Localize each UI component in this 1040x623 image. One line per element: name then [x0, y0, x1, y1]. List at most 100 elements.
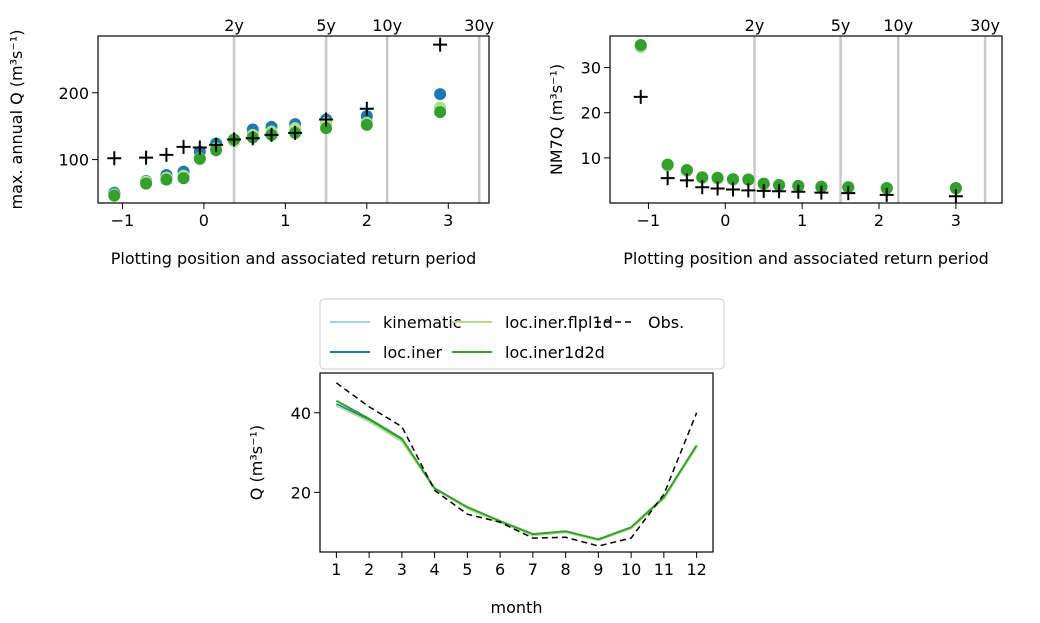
data-point-loc-iner1d2d [193, 152, 206, 165]
y-tick-label: 100 [58, 151, 89, 170]
data-point-obs [176, 139, 191, 154]
x-tick-label: −1 [637, 211, 661, 230]
return-period-label: 5y [831, 16, 851, 35]
legend-label: loc.iner [383, 343, 443, 362]
data-point-loc-iner [434, 88, 447, 101]
x-tick-label: 1 [797, 211, 807, 230]
legend-label: kinematic [383, 313, 462, 332]
data-point-obs [756, 183, 771, 198]
x-tick-label: 5 [462, 560, 472, 579]
legend-box [319, 298, 725, 370]
data-point-obs [319, 112, 334, 127]
data-point-loc-iner1d2d [108, 189, 121, 202]
y-tick-label: 30 [581, 59, 601, 78]
data-point-obs [879, 187, 894, 202]
panel-max-annual-q: 2y 5y 10y 30y −1 0 1 2 3 100 200 max. annual Q (m… [7, 16, 494, 268]
y-tick-label: 40 [291, 404, 311, 423]
y-tick-label: 10 [581, 149, 601, 168]
data-point-obs [433, 37, 448, 52]
return-period-label: 10y [883, 16, 913, 35]
x-tick-label: 0 [720, 211, 730, 230]
data-point-obs [695, 180, 710, 195]
data-point-loc-iner1d2d [696, 171, 709, 184]
y-tick-label: 20 [581, 104, 601, 123]
data-point-obs [107, 151, 122, 166]
panel-nm7q: 2y 5y 10y 30y −1 0 1 2 3 10 20 30 NM7Q (m³s⁻¹) Plo… [547, 16, 1003, 268]
series-line-kinematic [335, 403, 698, 542]
data-point-obs [288, 125, 303, 140]
x-tick-label: 7 [528, 560, 538, 579]
plot-frame [609, 35, 1003, 204]
data-point-obs [245, 131, 260, 146]
data-point-obs [264, 127, 279, 142]
x-tick-label: 1 [331, 560, 341, 579]
legend-label: Obs. [648, 313, 684, 332]
x-tick-label: 12 [686, 560, 706, 579]
return-period-label: 10y [372, 16, 402, 35]
data-point-obs [791, 184, 806, 199]
data-point-obs [159, 147, 174, 162]
data-point-loc-iner1d2d [177, 172, 190, 185]
x-tick-label: 8 [561, 560, 571, 579]
data-point-obs [841, 186, 856, 201]
x-tick-label: 10 [621, 560, 641, 579]
y-tick-label: 20 [291, 483, 311, 502]
legend-label: loc.iner1d2d [505, 343, 605, 362]
data-point-loc-iner1d2d [661, 158, 674, 171]
data-point-obs [139, 150, 154, 165]
x-tick-label: 2 [874, 211, 884, 230]
series-line-Obs- [335, 382, 698, 547]
data-point-loc-iner1d2d [320, 122, 333, 135]
x-tick-label: 2 [364, 560, 374, 579]
y-tick-label: 200 [58, 84, 89, 103]
x-tick-label: 11 [654, 560, 674, 579]
data-point-loc-iner1d2d [140, 177, 153, 190]
return-period-label: 2y [224, 16, 244, 35]
data-point-obs [741, 183, 756, 198]
y-axis-label: max. annual Q (m³s⁻¹) [7, 30, 26, 210]
data-point-loc-iner1d2d [711, 171, 724, 184]
data-point-obs [725, 182, 740, 197]
data-point-loc-iner1d2d [160, 173, 173, 186]
y-axis-label: Q (m³s⁻¹) [247, 425, 266, 500]
legend: kinematic loc.iner loc.iner.flpl1d loc.iner… [319, 298, 725, 370]
x-tick-label: 4 [430, 560, 440, 579]
data-point-obs [814, 185, 829, 200]
plot-frame [97, 35, 490, 204]
data-point-loc-iner1d2d [949, 182, 962, 195]
data-point-loc-iner1d2d [434, 106, 447, 119]
data-point-loc-iner1d2d [634, 39, 647, 52]
plot-frame [319, 372, 714, 553]
x-tick-label: 3 [397, 560, 407, 579]
x-tick-label: 2 [362, 211, 372, 230]
legend-label: loc.iner.flpl1d [505, 313, 613, 332]
data-point-obs [948, 189, 963, 204]
data-point-obs [772, 184, 787, 199]
data-point-obs [192, 140, 207, 155]
data-point-obs [679, 173, 694, 188]
x-axis-label: Plotting position and associated return … [111, 249, 477, 268]
data-point-loc-iner1d2d [742, 173, 755, 186]
data-point-obs [660, 171, 675, 186]
x-axis-label: month [491, 598, 543, 617]
return-period-label: 30y [970, 16, 1000, 35]
series-line-loc-iner-flpl1d [335, 404, 698, 542]
x-tick-label: 6 [495, 560, 505, 579]
series-line-loc-iner1d2d [335, 399, 698, 541]
data-point-loc-iner1d2d [726, 173, 739, 186]
x-tick-label: 1 [280, 211, 290, 230]
data-point-loc-iner1d2d [360, 118, 373, 131]
x-tick-label: 3 [443, 211, 453, 230]
x-tick-label: 9 [593, 560, 603, 579]
data-point-obs [633, 89, 648, 104]
return-period-label: 30y [464, 16, 494, 35]
x-tick-label: −1 [111, 211, 135, 230]
data-point-obs [227, 132, 242, 147]
x-tick-label: 3 [951, 211, 961, 230]
y-axis-label: NM7Q (m³s⁻¹) [547, 64, 566, 175]
x-axis-label: Plotting position and associated return … [623, 249, 989, 268]
data-point-loc-iner1d2d [757, 177, 770, 190]
data-point-obs [710, 181, 725, 196]
data-point-loc-iner1d2d [680, 164, 693, 177]
